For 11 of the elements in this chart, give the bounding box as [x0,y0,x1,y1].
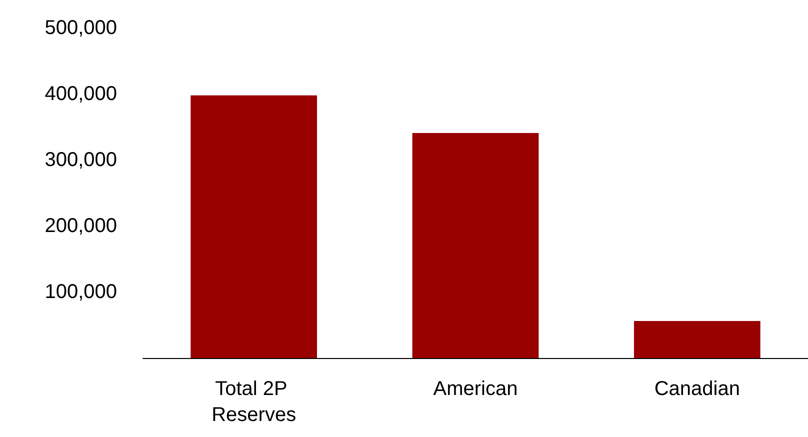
y-tick-label: 200,000 [44,215,117,237]
x-tick-label: American [433,378,518,400]
y-tick-label: 100,000 [44,281,117,303]
bar [634,321,760,358]
y-tick-label: 300,000 [44,149,117,171]
y-tick-label: 400,000 [44,83,117,105]
y-tick-label: 500,000 [44,17,117,39]
bar [190,95,318,358]
bar [412,132,539,358]
x-tick-label: Canadian [654,378,740,400]
x-tick-label: Total 2P Reserves [212,378,296,426]
